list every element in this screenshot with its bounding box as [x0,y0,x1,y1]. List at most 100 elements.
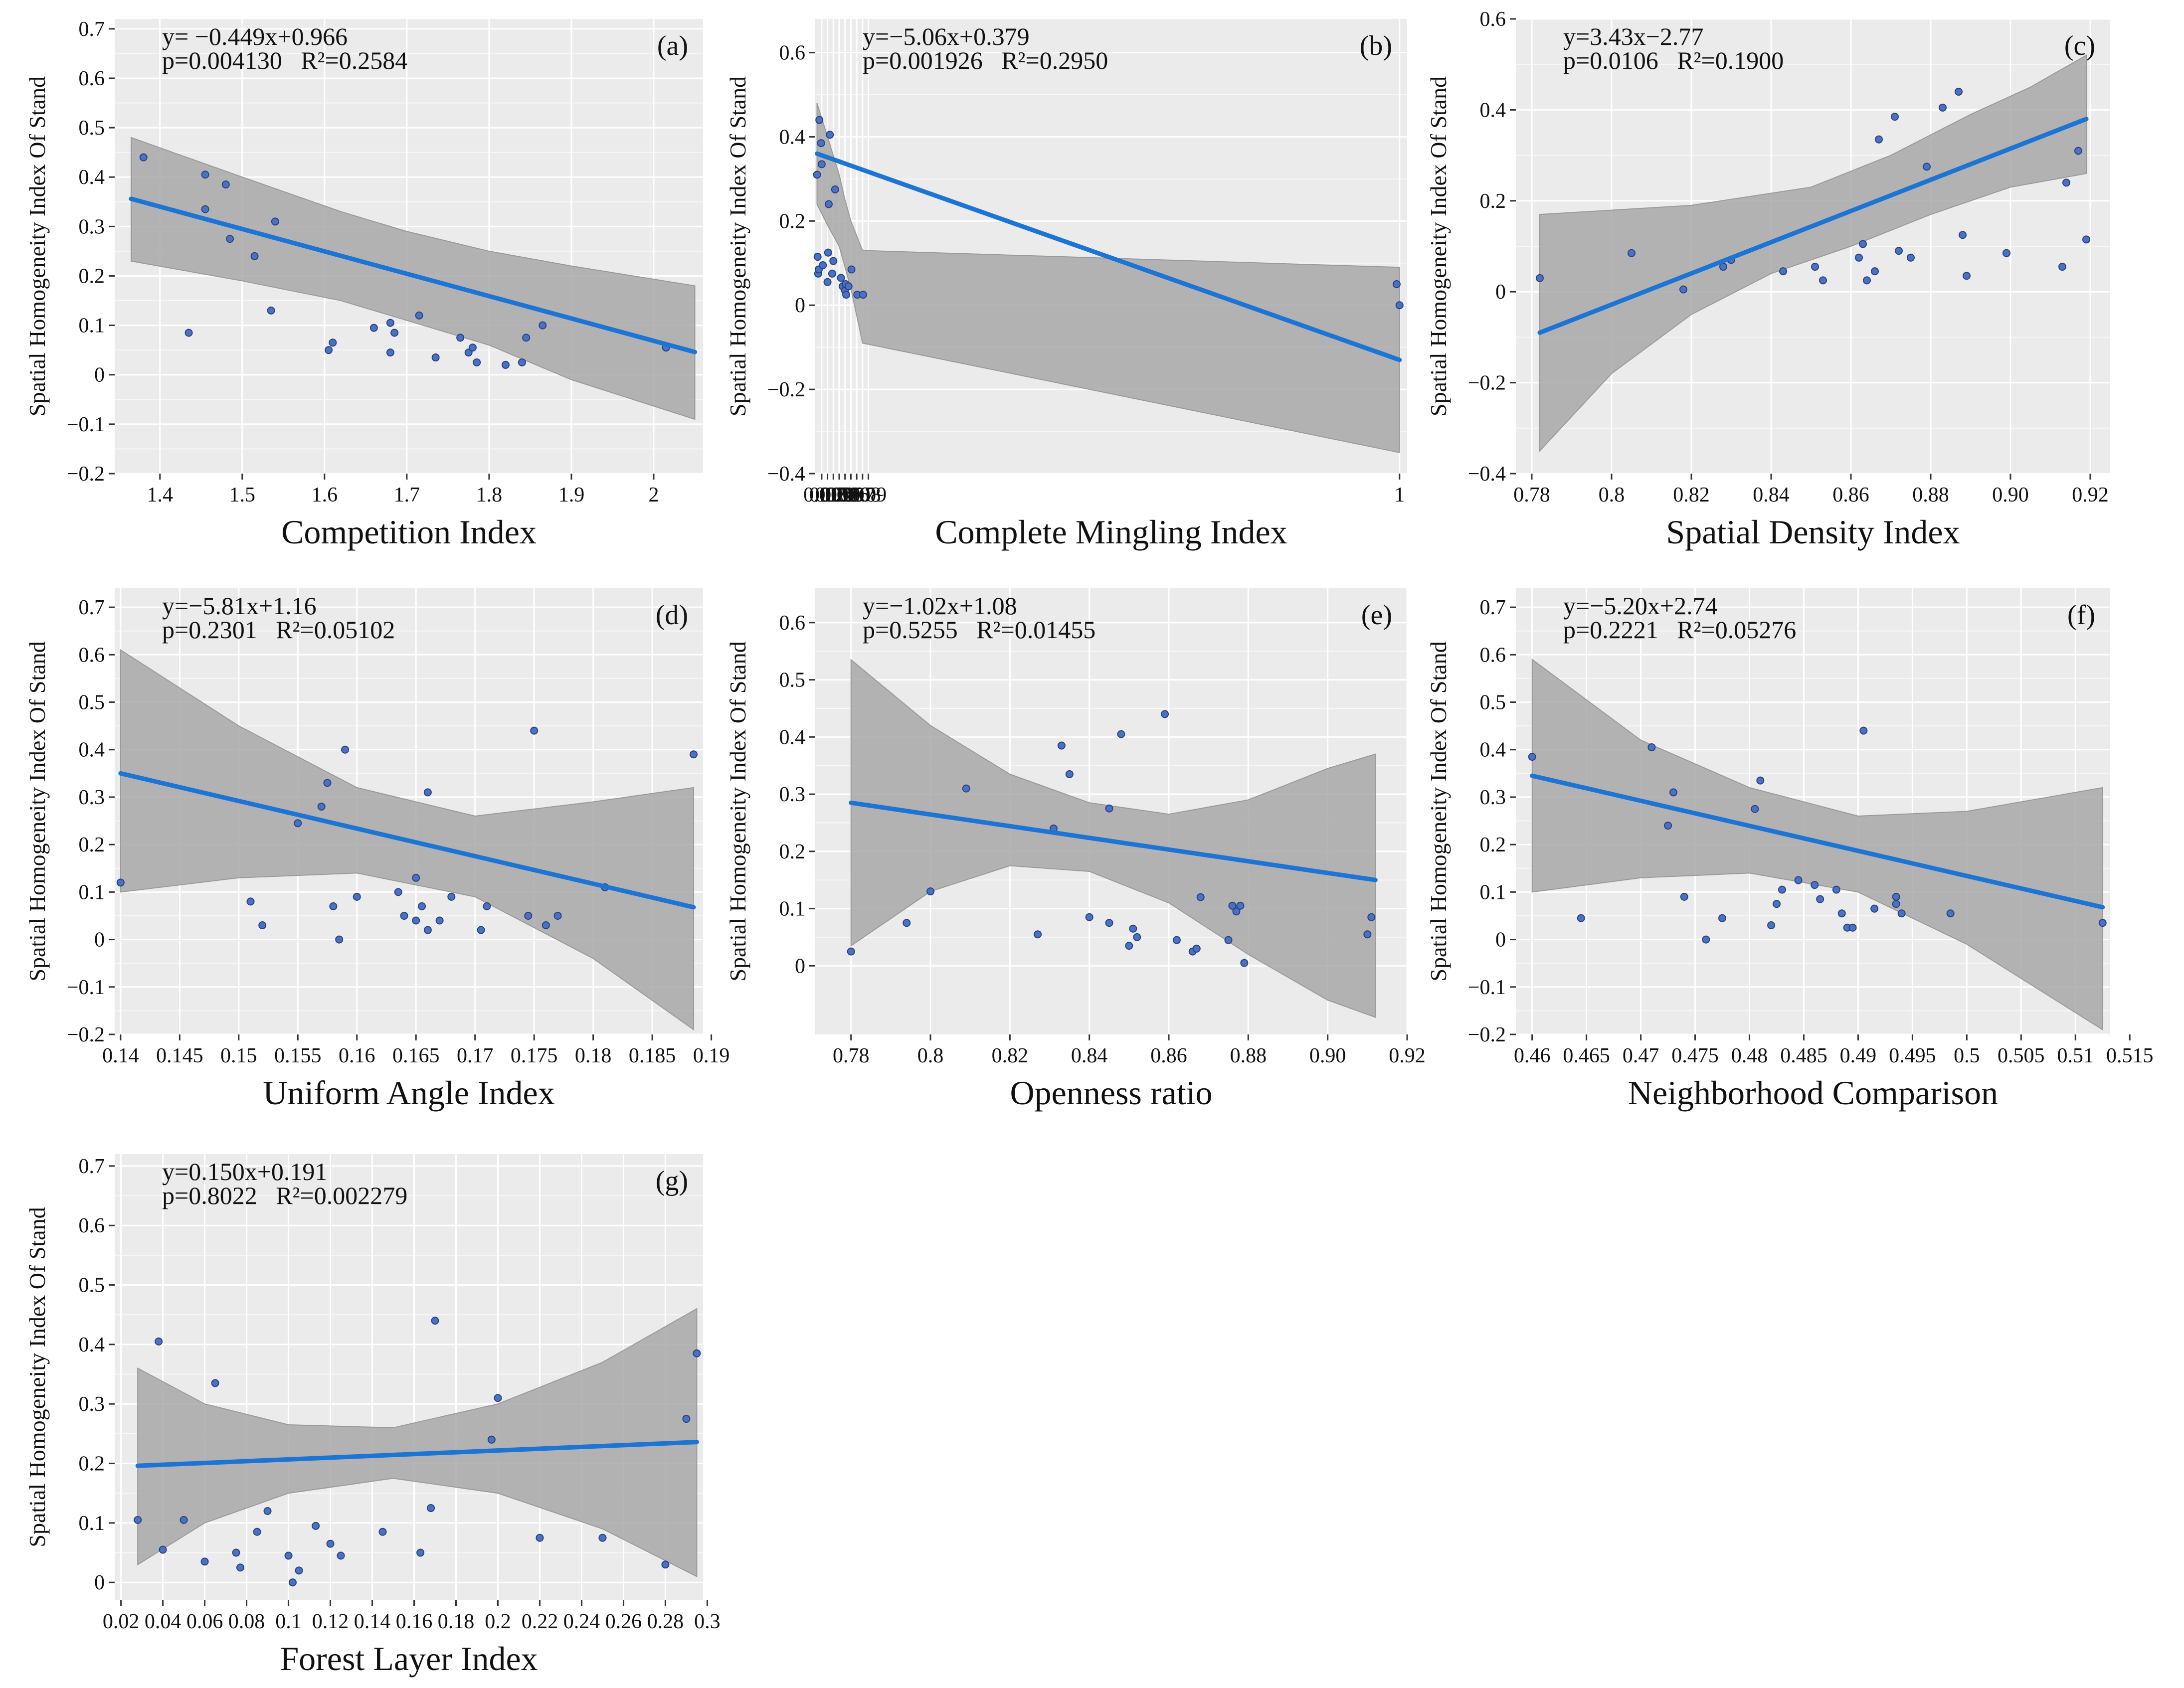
x-tick-label: 0.155 [274,1044,322,1067]
data-point [335,935,344,944]
data-point [1837,909,1846,918]
data-point [423,788,432,797]
data-point [1946,909,1955,918]
data-point [831,185,839,193]
x-tick-label: 1.6 [312,484,338,506]
data-point [431,1317,439,1325]
data-point [842,291,851,299]
y-tick-label: 0.5 [79,1274,105,1297]
y-tick-label: −0.2 [67,463,105,486]
x-tick-label: 0.465 [1563,1044,1610,1067]
x-tick-label: 0.90 [1309,1044,1346,1067]
x-axis-label: Neighborhood Comparison [1628,1074,1998,1112]
x-tick-label: 0.28 [647,1610,684,1633]
data-point [1702,935,1710,944]
data-point [1034,930,1042,939]
data-point [369,324,378,332]
data-point [828,269,836,278]
data-point [1778,885,1786,894]
panel-tag: (c) [2064,30,2095,61]
x-tick-label: 0.22 [522,1610,558,1633]
regression-stats: p=0.0106 R²=0.1900 [1563,46,1784,74]
confidence-band [1531,658,2103,1031]
y-tick-label: 0.5 [79,117,105,140]
confidence-band [1539,54,2087,452]
x-axis-label: Competition Index [281,513,537,551]
regression-equation: y=−5.20x+2.74 [1563,592,1718,620]
y-tick-label: 0.1 [79,1512,105,1535]
x-tick-label: 0.09 [850,484,887,506]
data-point [1679,285,1687,294]
x-axis-label: Spatial Density Index [1666,513,1960,551]
data-point [826,131,834,139]
y-tick-label: 0 [1495,281,1506,304]
panel-tag: (g) [656,1166,688,1196]
y-tick-label: 0.6 [779,612,806,635]
panel-g: 0.02 0.04 0.06 0.08 0.1 0.12 0.14 0.16 0.18 0.2 0.… [24,1154,721,1678]
data-point [682,1415,691,1423]
x-tick-label: 0.03 [815,484,852,506]
y-tick-label: 0.4 [79,739,105,762]
data-point [1848,923,1857,932]
data-point [817,139,825,148]
x-tick-label: 1.8 [476,484,503,506]
regression-line [135,1440,699,1468]
minor-gridlines [115,53,703,450]
data-point [1811,263,1819,271]
y-tick-label: −0.2 [67,1023,105,1046]
data-point [690,750,698,759]
x-tick-label: 0.86 [1150,1044,1187,1067]
data-point [1367,913,1376,921]
data-point [1224,936,1233,944]
data-point [1871,267,1879,276]
data-point [1767,921,1776,930]
data-point [1117,730,1125,738]
data-point [530,726,539,735]
data-point [1891,113,1899,121]
y-tick-label: 0.4 [79,1334,105,1356]
y-tick-label: 0.6 [79,67,105,90]
regression-line [129,196,697,354]
data-point [2002,249,2010,257]
data-point [1536,274,1544,282]
data-point [180,1516,188,1524]
data-point [353,892,361,901]
y-tick-label: 0.5 [1480,691,1506,714]
data-point [1647,743,1656,751]
x-tick-label: 0.84 [1071,1044,1108,1067]
data-point [1859,240,1867,248]
y-tick-label: 0.2 [1480,834,1506,856]
data-point [258,921,267,930]
x-tick-label: 0.485 [1780,1044,1827,1067]
data-point [1628,249,1636,257]
x-tick-label: 0.06 [833,484,870,506]
y-tick-label: 0.6 [1480,644,1506,667]
data-point [2082,235,2090,244]
data-point [412,873,420,882]
y-tick-label: 0.4 [79,166,105,189]
data-point [155,1337,163,1346]
data-point [1816,895,1824,903]
y-tick-label: 0.5 [79,691,105,714]
data-point [539,321,547,330]
data-point [494,1394,502,1402]
data-point [1892,892,1900,901]
regression-stats: p=0.001926 R²=0.2950 [863,46,1108,74]
data-point [1863,276,1871,285]
confidence-band [137,1308,698,1577]
y-tick-label: 0.6 [79,644,105,667]
regression-equation: y=−5.81x+1.16 [162,592,317,620]
data-point [487,1435,496,1444]
y-axis-label: Spatial Homogeneity Index Of Stand [1426,76,1451,416]
x-tick-label: 0.185 [629,1044,676,1067]
x-tick-label: 0.175 [511,1044,558,1067]
y-tick-label: 0.4 [1480,99,1506,122]
y-tick-label: −0.2 [1468,1023,1506,1046]
x-tick-label: 1.9 [558,484,585,506]
panel-tag: (e) [1361,600,1392,631]
data-point [226,235,234,243]
data-point [1240,959,1249,967]
data-point [267,306,275,315]
y-tick-label: 0 [1495,929,1506,952]
data-point [386,319,394,327]
